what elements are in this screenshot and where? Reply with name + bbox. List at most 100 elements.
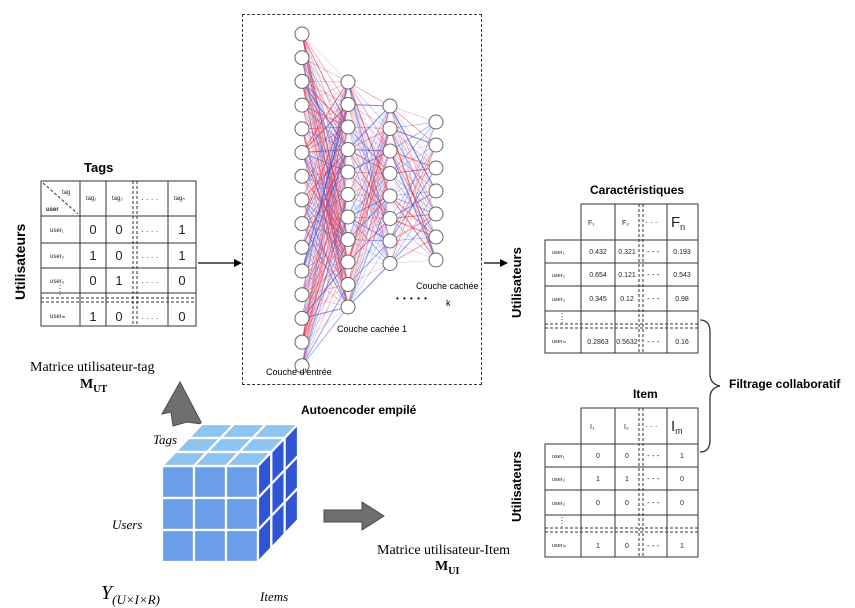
nn-connection [347, 81, 391, 107]
nn-connection [301, 171, 349, 366]
nn-neuron [428, 137, 444, 153]
autoencoder-caption: Autoencoder empilé [301, 403, 417, 417]
nn-connection [389, 144, 437, 174]
nn-connection [301, 239, 349, 366]
tag-cell: 0 [89, 273, 96, 288]
features-header-dots: · · · [645, 218, 657, 227]
nn-connection [301, 81, 349, 106]
nn-connection [301, 81, 349, 308]
tag-cell: 0 [115, 309, 122, 324]
nn-connection [301, 199, 349, 285]
item-row-header: user₁ [552, 454, 565, 460]
nn-connection [301, 194, 349, 319]
nn-connection [347, 173, 391, 285]
nn-connection [301, 149, 349, 343]
features-cell: 0.121 [618, 272, 636, 279]
input-layer-label: Couche d'entrée [266, 367, 332, 377]
nn-connection [301, 270, 349, 308]
tag-col-header: tag₂ [112, 196, 123, 202]
tag-cell: 0 [115, 222, 122, 237]
nn-connection [301, 306, 349, 366]
item-cell: 0 [596, 453, 600, 460]
nn-connection [389, 121, 437, 152]
nn-connection [389, 105, 437, 146]
tag-header-dots: · · · · [141, 195, 158, 204]
nn-connection [301, 81, 349, 366]
item-col-header: I₂ [624, 424, 629, 431]
arrow-to-features [484, 259, 508, 267]
tag-cell-dots: · · · · [141, 278, 158, 287]
nn-neuron [294, 192, 310, 208]
tag-matrix-symbol-main: M [80, 377, 94, 392]
tag-cell: 1 [89, 248, 96, 263]
item-matrix-symbol: MUI [435, 559, 459, 577]
nn-connection [301, 57, 349, 218]
tag-cell: 1 [89, 309, 96, 324]
cube-users-label: Users [112, 517, 143, 532]
features-cell: 0.321 [618, 249, 636, 256]
features-col-header: F₁ [588, 220, 595, 227]
nn-neuron [340, 164, 356, 180]
tag-cell: 0 [89, 222, 96, 237]
features-row-header: user₂ [552, 273, 565, 279]
nn-connection [301, 104, 349, 195]
hidden-layer-k-index: k [446, 298, 451, 308]
nn-connection [301, 171, 349, 319]
features-cell-dots: - - - [647, 247, 660, 256]
nn-connection [301, 104, 349, 272]
nn-neuron [382, 143, 398, 159]
nn-neuron [294, 97, 310, 113]
item-matrix-title: Item [633, 387, 658, 401]
nn-connection [301, 80, 349, 128]
item-col-header: I₁ [590, 424, 595, 431]
nn-connection [347, 263, 391, 308]
arrow-to-item-matrix [323, 501, 385, 531]
tag-col-header: tagₙ [174, 196, 185, 202]
nn-neuron [294, 73, 310, 89]
nn-connection [301, 261, 349, 366]
nn-connection [389, 121, 437, 219]
nn-neuron [382, 188, 398, 204]
nn-neuron [294, 168, 310, 184]
tag-matrix-side-label: Utilisateurs [12, 223, 28, 300]
nn-neuron [382, 211, 398, 226]
nn-connection [301, 81, 349, 173]
nn-connection [389, 190, 437, 264]
nn-connection [301, 223, 349, 308]
item-cell: 1 [625, 476, 629, 483]
nn-connection [301, 104, 349, 366]
features-cell: 0.193 [673, 249, 691, 256]
nn-connection [301, 81, 349, 224]
nn-connection [389, 121, 437, 242]
cube-front-cell [224, 464, 260, 500]
nn-neuron [340, 232, 356, 247]
tag-row-header: user₂ [50, 254, 65, 260]
arrow-to-tag-matrix [161, 380, 203, 427]
nn-connection [301, 128, 349, 218]
nn-connection [301, 175, 349, 218]
nn-neuron [382, 98, 398, 114]
nn-connection [389, 190, 437, 242]
nn-connection [301, 57, 349, 285]
nn-connection [301, 81, 349, 248]
features-cell-dots: - - - [647, 270, 660, 279]
item-header-dots: · · · [645, 422, 657, 431]
nn-neuron [340, 299, 356, 315]
nn-connection [301, 126, 349, 366]
nn-connection [301, 239, 349, 272]
filtering-label: Filtrage collaboratif [729, 377, 841, 391]
nn-connection [301, 194, 349, 272]
cube-front-cell [160, 464, 196, 500]
nn-connection [347, 105, 391, 285]
nn-connection [347, 195, 391, 240]
neural-network [294, 26, 444, 374]
nn-connection [301, 199, 349, 240]
hidden-layer-k-label: Couche cachée [416, 281, 479, 291]
nn-connection [301, 126, 349, 295]
features-matrix: F₁ F₂ Fn · · · user₁ user₂ user₃ userₘ 0… [544, 203, 699, 354]
nn-connection [301, 246, 349, 285]
nn-connection [389, 167, 437, 264]
nn-connection [301, 81, 349, 195]
features-row-header: user₁ [552, 250, 565, 256]
nn-connection [347, 105, 391, 263]
